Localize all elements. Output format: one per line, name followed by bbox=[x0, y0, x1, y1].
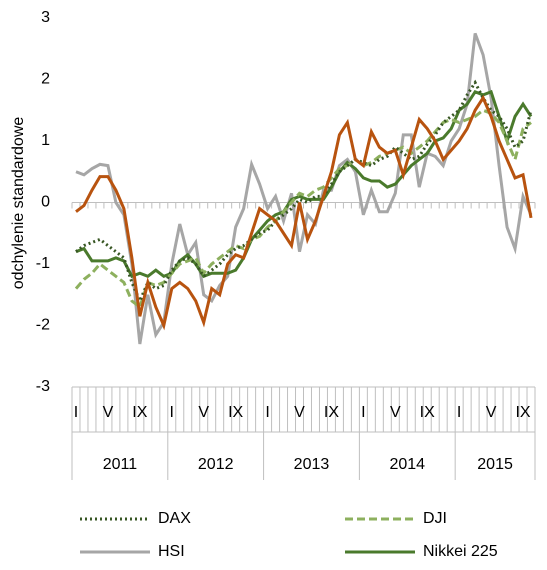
x-tick-label: IX bbox=[515, 404, 530, 421]
x-tick-label: V bbox=[198, 404, 209, 421]
y-axis-label: odchylenie standardowe bbox=[10, 117, 27, 290]
series-line bbox=[74, 108, 532, 310]
year-label: 2015 bbox=[477, 456, 513, 473]
year-label: 2011 bbox=[103, 456, 138, 473]
x-tick-label: I bbox=[457, 404, 461, 421]
series-line bbox=[75, 94, 533, 331]
x-tick-label: IX bbox=[324, 404, 339, 421]
x-tick-label: I bbox=[265, 404, 269, 421]
x-tick-label: I bbox=[170, 404, 174, 421]
x-tick-label: I bbox=[74, 404, 78, 421]
y-tick-label: -3 bbox=[36, 378, 50, 395]
x-tick-label: V bbox=[294, 404, 305, 421]
series-line bbox=[75, 32, 533, 345]
y-tick-label: -1 bbox=[36, 255, 50, 272]
legend-label: HSI bbox=[158, 543, 185, 560]
x-tick-label: IX bbox=[420, 404, 435, 421]
year-label: 2013 bbox=[294, 456, 330, 473]
y-tick-label: -2 bbox=[36, 317, 50, 334]
x-tick-label: IX bbox=[132, 404, 147, 421]
y-tick-label: 3 bbox=[41, 9, 50, 26]
x-tick-label: IX bbox=[228, 404, 243, 421]
y-tick-label: 0 bbox=[41, 194, 50, 211]
year-label: 2012 bbox=[198, 456, 234, 473]
y-tick-label: 2 bbox=[41, 71, 50, 88]
legend-label: DJI bbox=[423, 510, 447, 527]
y-tick-label: 1 bbox=[41, 132, 50, 149]
legend-label: Nikkei 225 bbox=[423, 543, 498, 560]
x-tick-label: V bbox=[103, 404, 114, 421]
x-tick-label: I bbox=[361, 404, 365, 421]
x-tick-label: V bbox=[486, 404, 497, 421]
year-label: 2014 bbox=[389, 456, 425, 473]
legend-label: DAX bbox=[158, 510, 191, 527]
x-tick-label: V bbox=[390, 404, 401, 421]
